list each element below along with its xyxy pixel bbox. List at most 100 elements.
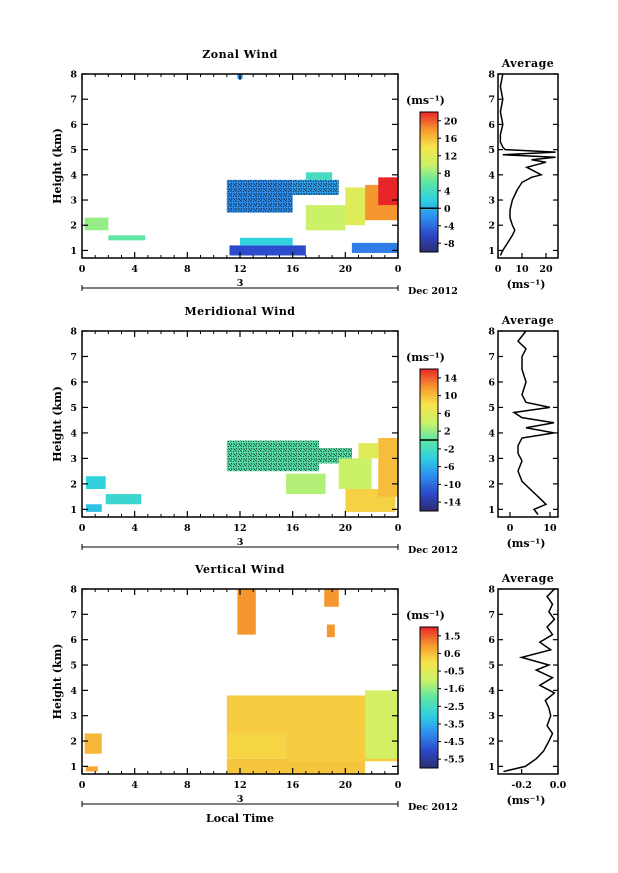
profile-y-tick-label: 6 xyxy=(488,120,495,131)
profile-y-tick-label: 7 xyxy=(488,95,495,106)
colorbar xyxy=(419,626,439,769)
colorbar-tick-label: -2 xyxy=(444,444,455,455)
profile-y-tick-label: 1 xyxy=(488,246,495,257)
profile-y-tick-label: 8 xyxy=(488,327,495,338)
x-tick-label: 12 xyxy=(233,780,246,791)
colorbar-tick-label: -10 xyxy=(444,480,462,491)
profile-frame xyxy=(497,330,559,518)
colorbar-tick-label: -2.5 xyxy=(444,702,464,713)
profile-x-tick-label: 10 xyxy=(515,264,529,275)
x-tick-label: 4 xyxy=(131,523,138,534)
heatmap-cell xyxy=(358,443,379,459)
profile-y-tick-label: 7 xyxy=(488,352,495,363)
hatch-overlay xyxy=(292,179,339,195)
colorbar-tick-label: -5.5 xyxy=(444,755,464,766)
colorbar-unit: (ms⁻¹) xyxy=(406,351,445,364)
heatmap-cell xyxy=(305,205,346,231)
date-day-label: 3 xyxy=(237,278,244,289)
colorbar-tick-label: 0 xyxy=(444,204,451,215)
profile-x-tick-label: 0 xyxy=(495,264,502,275)
y-tick-label: 1 xyxy=(70,762,77,773)
y-tick-label: 2 xyxy=(70,737,77,748)
y-tick-label: 2 xyxy=(70,221,77,232)
y-tick-label: 6 xyxy=(70,120,77,131)
x-tick-label: 12 xyxy=(233,264,246,275)
colorbar-tick-label: 4 xyxy=(444,186,451,197)
x-tick-label: 8 xyxy=(184,780,191,791)
profile-y-tick-label: 6 xyxy=(488,635,495,646)
colorbar-tick-label: 14 xyxy=(444,373,458,384)
colorbar-unit: (ms⁻¹) xyxy=(406,94,445,107)
y-tick-label: 7 xyxy=(70,610,77,621)
y-tick-label: 8 xyxy=(70,327,77,338)
profile-y-tick-label: 5 xyxy=(488,661,495,672)
colorbar-tick-label: 20 xyxy=(444,116,458,127)
profile-frame xyxy=(497,588,559,775)
x-tick-label: 0 xyxy=(395,523,402,534)
profile-y-tick-label: 8 xyxy=(488,70,495,81)
chart-title: Vertical Wind xyxy=(194,563,285,576)
x-tick-label: 0 xyxy=(79,264,86,275)
profile-x-tick-label: 0 xyxy=(507,523,514,534)
x-tick-label: 12 xyxy=(233,523,246,534)
profile-y-tick-label: 2 xyxy=(488,737,495,748)
y-tick-label: 6 xyxy=(70,377,77,388)
y-axis-label: Height (km) xyxy=(51,644,64,720)
heatmap-cell xyxy=(326,624,335,638)
profile-x-tick-label: 0.0 xyxy=(550,780,567,791)
x-tick-label: 20 xyxy=(339,523,353,534)
profile-x-label: (ms⁻¹) xyxy=(507,278,546,291)
heatmap-cell xyxy=(345,187,366,226)
y-tick-label: 8 xyxy=(70,585,77,596)
heatmap-cell xyxy=(85,504,102,512)
colorbar-tick-label: 12 xyxy=(444,151,457,162)
heatmap-cell xyxy=(226,758,366,774)
date-label: Dec 2012 xyxy=(408,802,458,813)
heatmap-cell xyxy=(351,242,398,253)
heatmap-cell xyxy=(305,172,333,180)
profile-line xyxy=(503,588,556,773)
x-tick-label: 16 xyxy=(286,264,300,275)
chart-title: Zonal Wind xyxy=(202,48,278,61)
colorbar-tick-label: 16 xyxy=(444,134,458,145)
profile-y-tick-label: 4 xyxy=(488,428,495,439)
colorbar-tick-label: 10 xyxy=(444,391,458,402)
heatmap-cell xyxy=(85,476,106,489)
hatch-overlay xyxy=(226,440,319,472)
profile-x-tick-label: -0.2 xyxy=(511,780,531,791)
x-tick-label: 16 xyxy=(286,780,300,791)
profile-y-tick-label: 4 xyxy=(488,686,495,697)
colorbar-tick-label: -3.5 xyxy=(444,719,464,730)
profile-y-tick-label: 2 xyxy=(488,479,495,490)
x-axis-label: Local Time xyxy=(206,812,274,825)
y-tick-label: 2 xyxy=(70,479,77,490)
x-tick-label: 0 xyxy=(395,780,402,791)
heatmap-cell xyxy=(324,589,339,607)
x-tick-label: 0 xyxy=(79,523,86,534)
colorbar-unit: (ms⁻¹) xyxy=(406,609,445,622)
profile-y-tick-label: 2 xyxy=(488,221,495,232)
x-tick-label: 8 xyxy=(184,523,191,534)
profile-y-tick-label: 3 xyxy=(488,454,495,465)
colorbar-tick-label: -1.6 xyxy=(444,684,465,695)
y-tick-label: 4 xyxy=(70,428,77,439)
profile-y-tick-label: 7 xyxy=(488,610,495,621)
x-tick-label: 20 xyxy=(339,780,353,791)
profile-x-label: (ms⁻¹) xyxy=(507,537,546,550)
profile-x-label: (ms⁻¹) xyxy=(507,794,546,807)
profile-y-tick-label: 5 xyxy=(488,403,495,414)
colorbar-tick-label: 2 xyxy=(444,427,451,438)
hatch-overlay xyxy=(226,179,293,213)
heatmap-cell xyxy=(108,235,146,241)
colorbar-tick-label: 1.5 xyxy=(444,631,461,642)
profile-line xyxy=(511,330,555,515)
y-tick-label: 4 xyxy=(70,170,77,181)
profile-line xyxy=(499,73,556,256)
profile-title: Average xyxy=(501,57,555,70)
profile-frame xyxy=(497,73,559,259)
plot-frame xyxy=(81,73,399,259)
heatmap-cell xyxy=(378,438,398,497)
date-label: Dec 2012 xyxy=(408,545,458,556)
profile-y-tick-label: 5 xyxy=(488,145,495,156)
